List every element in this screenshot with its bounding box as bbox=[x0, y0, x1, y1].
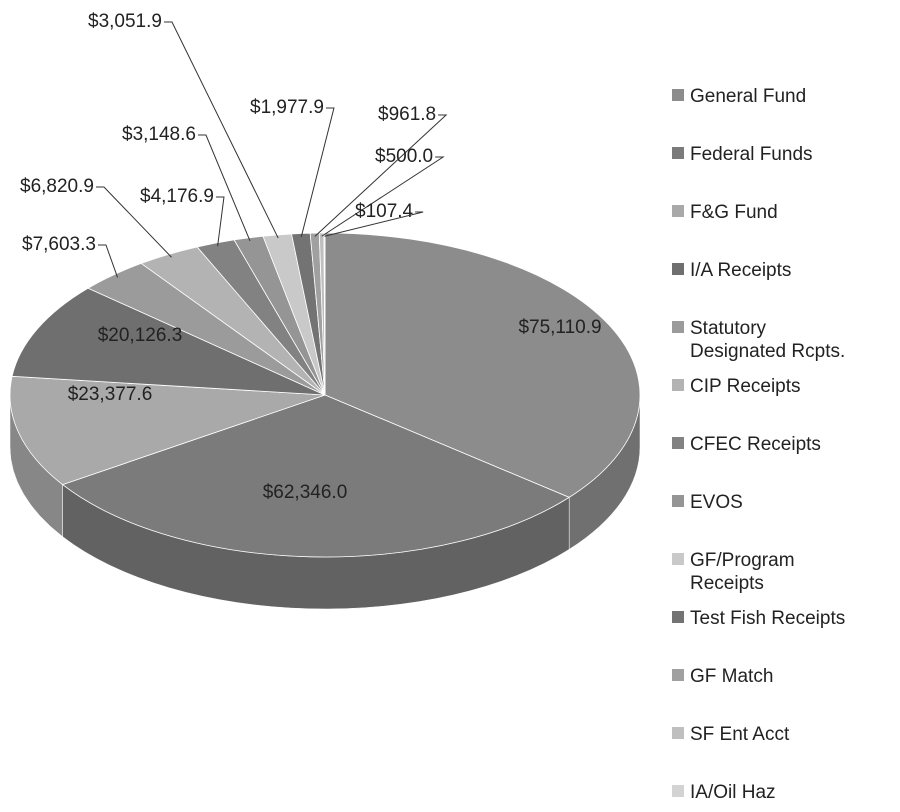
data-label: $3,051.9 bbox=[88, 11, 162, 32]
legend-item: Test Fish Receipts bbox=[672, 607, 863, 630]
legend-swatch bbox=[672, 669, 684, 681]
legend-item: CIP Receipts bbox=[672, 375, 863, 398]
data-label: $23,377.6 bbox=[68, 384, 153, 405]
data-label: $7,603.3 bbox=[22, 234, 96, 255]
leader-line bbox=[314, 114, 448, 237]
legend-swatch bbox=[672, 379, 684, 391]
legend-label: Federal Funds bbox=[690, 144, 813, 165]
data-label: $500.0 bbox=[375, 146, 433, 167]
legend-item: IA/Oil Haz bbox=[672, 781, 863, 804]
data-label: $961.8 bbox=[378, 104, 436, 125]
legend-item: General Fund bbox=[672, 85, 863, 108]
legend-label: SF Ent Acct bbox=[690, 724, 790, 745]
slice bbox=[61, 394, 571, 558]
legend-label: General Fund bbox=[690, 86, 807, 107]
legend-swatch bbox=[672, 205, 684, 217]
legend-label: CIP Receipts bbox=[690, 376, 801, 397]
legend-label: F&G Fund bbox=[690, 202, 778, 223]
leader-line bbox=[197, 134, 251, 242]
leader-line bbox=[97, 244, 119, 278]
legend-label: GF/Program Receipts bbox=[690, 550, 795, 594]
legend-swatch bbox=[672, 553, 684, 565]
data-label: $62,346.0 bbox=[263, 482, 348, 503]
slice bbox=[11, 287, 326, 396]
legend-swatch bbox=[672, 321, 684, 333]
legend-swatch bbox=[672, 495, 684, 507]
legend-item: F&G Fund bbox=[672, 201, 863, 224]
legend-swatch bbox=[672, 611, 684, 623]
legend-swatch bbox=[672, 785, 684, 797]
legend-label: Test Fish Receipts bbox=[690, 608, 846, 629]
data-label: $1,977.9 bbox=[250, 97, 324, 118]
legend-swatch bbox=[672, 727, 684, 739]
legend-label: GF Match bbox=[690, 666, 774, 687]
legend-item: Federal Funds bbox=[672, 143, 863, 166]
legend-label: CFEC Receipts bbox=[690, 434, 821, 455]
legend-item: GF/Program Receipts bbox=[672, 549, 863, 595]
legend-label: Statutory Designated Rcpts. bbox=[690, 318, 846, 362]
leader-line bbox=[300, 107, 335, 237]
legend-label: I/A Receipts bbox=[690, 260, 792, 281]
legend-item: CFEC Receipts bbox=[672, 433, 863, 456]
leader-line bbox=[95, 186, 172, 258]
data-label: $20,126.3 bbox=[98, 325, 183, 346]
legend-item: Statutory Designated Rcpts. bbox=[672, 317, 863, 363]
legend-item: SF Ent Acct bbox=[672, 723, 863, 746]
legend-label: EVOS bbox=[690, 492, 743, 513]
leader-line bbox=[163, 21, 279, 239]
data-label: $6,820.9 bbox=[20, 176, 94, 197]
slice bbox=[9, 375, 326, 486]
legend-item: I/A Receipts bbox=[672, 259, 863, 282]
legend-swatch bbox=[672, 263, 684, 275]
legend-item: GF Match bbox=[672, 665, 863, 688]
data-label: $75,110.9 bbox=[518, 317, 601, 338]
legend-item: EVOS bbox=[672, 491, 863, 514]
leader-line bbox=[215, 196, 225, 247]
leader-line bbox=[324, 211, 424, 237]
legend-swatch bbox=[672, 147, 684, 159]
data-label: $107.4 bbox=[355, 201, 414, 222]
leader-line bbox=[321, 156, 445, 237]
data-label: $4,176.9 bbox=[140, 186, 214, 207]
legend-swatch bbox=[672, 437, 684, 449]
data-label: $3,148.6 bbox=[122, 124, 196, 145]
slice bbox=[324, 232, 641, 498]
legend-swatch bbox=[672, 89, 684, 101]
slice bbox=[323, 232, 326, 396]
legend-label: IA/Oil Haz bbox=[690, 782, 776, 803]
